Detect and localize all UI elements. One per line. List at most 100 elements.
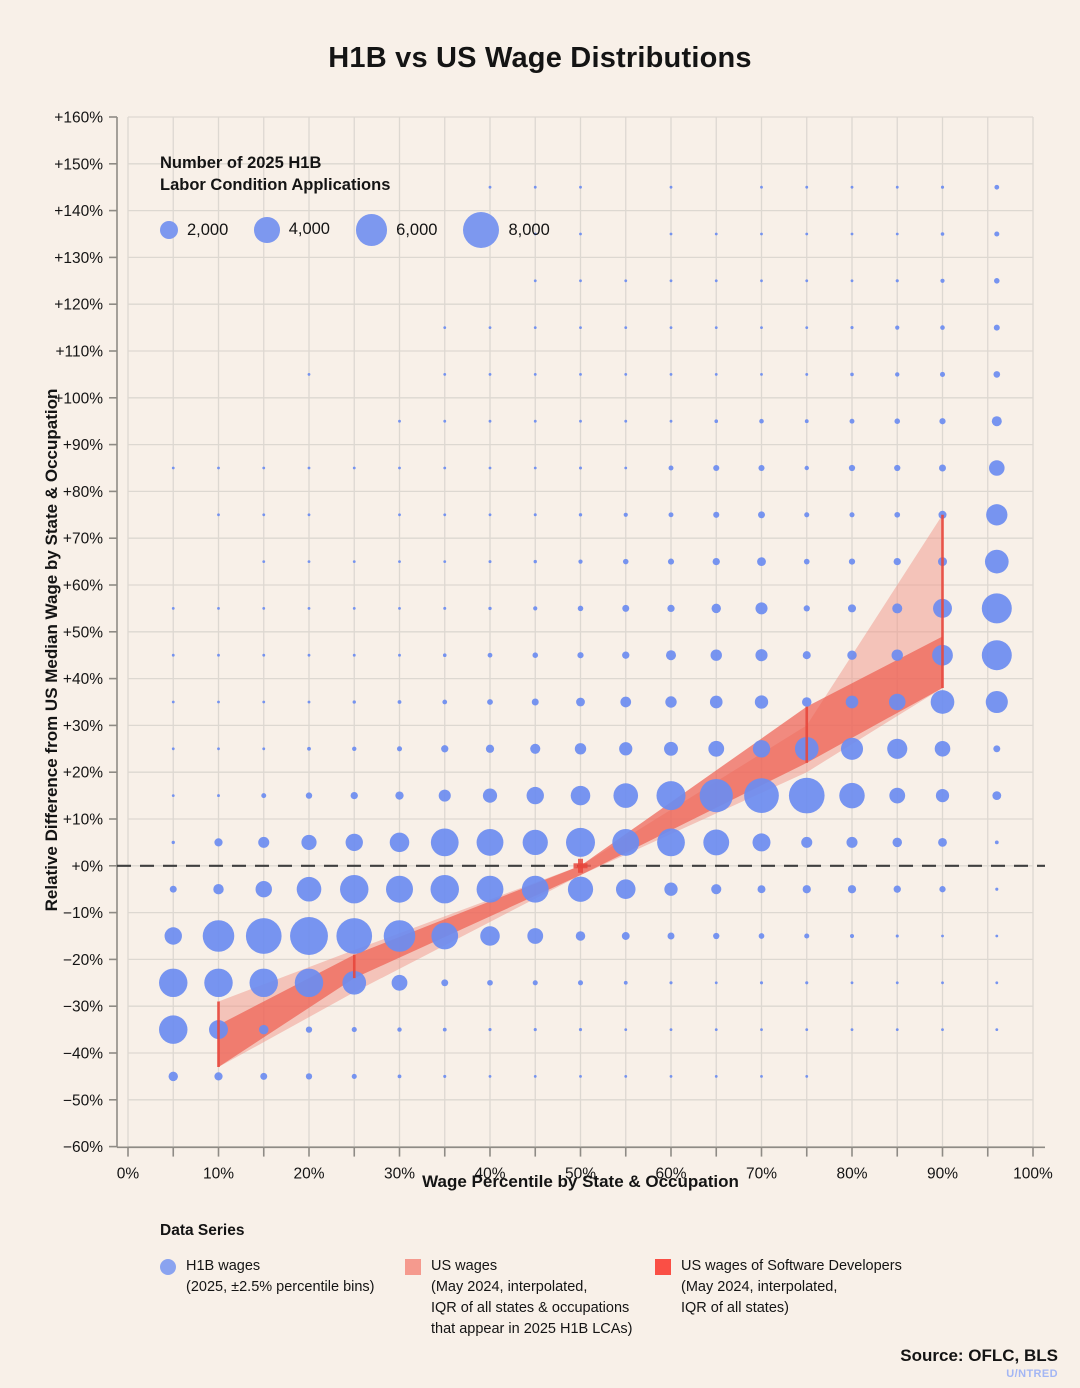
- h1b-bubble[interactable]: [488, 185, 492, 189]
- h1b-bubble[interactable]: [290, 917, 328, 955]
- h1b-bubble[interactable]: [995, 934, 999, 938]
- h1b-bubble[interactable]: [935, 788, 950, 803]
- h1b-bubble[interactable]: [533, 326, 537, 329]
- h1b-bubble[interactable]: [895, 981, 899, 985]
- h1b-bubble[interactable]: [202, 920, 235, 952]
- h1b-bubble[interactable]: [985, 690, 1008, 714]
- h1b-bubble[interactable]: [488, 560, 492, 564]
- h1b-bubble[interactable]: [533, 466, 537, 470]
- h1b-bubble[interactable]: [759, 418, 764, 424]
- h1b-bubble[interactable]: [939, 886, 946, 893]
- h1b-bubble[interactable]: [994, 231, 1000, 237]
- h1b-bubble[interactable]: [622, 558, 629, 565]
- h1b-bubble[interactable]: [850, 232, 854, 236]
- h1b-bubble[interactable]: [262, 653, 266, 657]
- h1b-bubble[interactable]: [159, 1015, 188, 1044]
- h1b-bubble[interactable]: [714, 373, 718, 376]
- h1b-bubble[interactable]: [482, 788, 498, 803]
- h1b-bubble[interactable]: [533, 1075, 537, 1078]
- h1b-bubble[interactable]: [397, 700, 402, 704]
- h1b-bubble[interactable]: [396, 746, 403, 752]
- h1b-bubble[interactable]: [895, 325, 900, 330]
- h1b-bubble[interactable]: [579, 326, 582, 329]
- h1b-bubble[interactable]: [760, 232, 763, 236]
- h1b-bubble[interactable]: [669, 373, 673, 376]
- h1b-bubble[interactable]: [305, 792, 313, 799]
- h1b-bubble[interactable]: [350, 791, 358, 800]
- h1b-bubble[interactable]: [934, 741, 951, 757]
- h1b-bubble[interactable]: [533, 559, 537, 564]
- h1b-bubble[interactable]: [624, 1028, 628, 1031]
- h1b-bubble[interactable]: [699, 779, 733, 813]
- h1b-bubble[interactable]: [895, 279, 899, 283]
- h1b-bubble[interactable]: [305, 1026, 313, 1033]
- h1b-bubble[interactable]: [713, 932, 720, 940]
- h1b-bubble[interactable]: [840, 737, 864, 760]
- h1b-bubble[interactable]: [307, 746, 311, 751]
- h1b-bubble[interactable]: [850, 279, 854, 283]
- h1b-bubble[interactable]: [805, 981, 809, 985]
- h1b-bubble[interactable]: [530, 743, 541, 754]
- h1b-bubble[interactable]: [668, 512, 674, 518]
- h1b-bubble[interactable]: [755, 602, 768, 615]
- h1b-bubble[interactable]: [398, 466, 401, 470]
- h1b-bubble[interactable]: [395, 791, 404, 800]
- h1b-bubble[interactable]: [398, 560, 401, 563]
- h1b-bubble[interactable]: [895, 934, 899, 938]
- h1b-bubble[interactable]: [217, 513, 220, 517]
- h1b-bubble[interactable]: [894, 418, 901, 424]
- h1b-bubble[interactable]: [397, 1074, 402, 1079]
- h1b-bubble[interactable]: [262, 607, 266, 610]
- h1b-bubble[interactable]: [714, 1075, 718, 1078]
- h1b-bubble[interactable]: [993, 745, 1001, 753]
- h1b-bubble[interactable]: [164, 927, 182, 945]
- h1b-bubble[interactable]: [846, 836, 858, 848]
- h1b-bubble[interactable]: [839, 782, 865, 809]
- h1b-bubble[interactable]: [487, 652, 493, 658]
- h1b-bubble[interactable]: [443, 326, 447, 329]
- h1b-bubble[interactable]: [994, 278, 1000, 284]
- h1b-bubble[interactable]: [578, 1028, 583, 1032]
- legend-item-us-wages[interactable]: US wages (May 2024, interpolated, IQR of…: [405, 1256, 655, 1340]
- h1b-bubble[interactable]: [847, 650, 857, 660]
- h1b-bubble[interactable]: [217, 794, 220, 798]
- h1b-bubble[interactable]: [249, 968, 278, 998]
- h1b-bubble[interactable]: [533, 232, 537, 236]
- h1b-bubble[interactable]: [261, 793, 267, 799]
- h1b-bubble[interactable]: [850, 372, 854, 377]
- h1b-bubble[interactable]: [847, 885, 857, 894]
- h1b-bubble[interactable]: [262, 700, 266, 704]
- h1b-bubble[interactable]: [619, 742, 633, 756]
- h1b-bubble[interactable]: [714, 981, 718, 985]
- h1b-bubble[interactable]: [850, 981, 854, 985]
- h1b-bubble[interactable]: [214, 838, 223, 847]
- h1b-bubble[interactable]: [570, 785, 591, 806]
- h1b-bubble[interactable]: [217, 700, 220, 704]
- h1b-bubble[interactable]: [488, 513, 492, 517]
- h1b-bubble[interactable]: [383, 920, 416, 952]
- h1b-bubble[interactable]: [889, 787, 906, 804]
- h1b-bubble[interactable]: [307, 560, 311, 563]
- h1b-bubble[interactable]: [352, 700, 356, 704]
- h1b-bubble[interactable]: [703, 829, 730, 856]
- h1b-bubble[interactable]: [307, 700, 311, 704]
- h1b-bubble[interactable]: [262, 747, 266, 751]
- h1b-bubble[interactable]: [488, 1028, 492, 1032]
- h1b-bubble[interactable]: [579, 373, 582, 376]
- h1b-bubble[interactable]: [893, 885, 901, 893]
- h1b-bubble[interactable]: [262, 560, 266, 563]
- h1b-bubble[interactable]: [488, 326, 492, 329]
- h1b-bubble[interactable]: [168, 1071, 178, 1082]
- h1b-bubble[interactable]: [757, 557, 766, 567]
- h1b-bubble[interactable]: [579, 419, 582, 423]
- h1b-bubble[interactable]: [888, 693, 906, 711]
- h1b-bubble[interactable]: [805, 232, 809, 236]
- h1b-bubble[interactable]: [340, 874, 369, 904]
- h1b-bubble[interactable]: [939, 464, 946, 472]
- h1b-bubble[interactable]: [995, 981, 999, 985]
- h1b-bubble[interactable]: [307, 466, 311, 470]
- h1b-bubble[interactable]: [758, 511, 765, 519]
- h1b-bubble[interactable]: [669, 1075, 673, 1078]
- h1b-bubble[interactable]: [533, 185, 537, 189]
- h1b-bubble[interactable]: [939, 371, 946, 377]
